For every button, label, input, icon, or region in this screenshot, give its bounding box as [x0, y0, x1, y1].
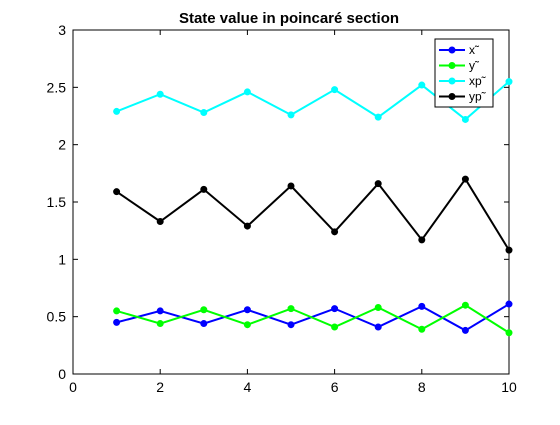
data-point-y: [113, 307, 121, 315]
data-point-yp: [418, 236, 426, 244]
legend-label-yp: yp˜: [469, 90, 487, 104]
data-point-x: [113, 318, 121, 326]
data-point-xp: [113, 107, 121, 115]
data-point-xp: [331, 86, 339, 94]
data-point-y: [200, 306, 208, 314]
legend-label-xp: xp˜: [469, 74, 487, 88]
x-tick-label: 0: [69, 379, 77, 395]
legend-marker-y: [448, 62, 456, 69]
data-point-xp: [243, 88, 251, 96]
legend: x˜ y˜xp˜ yp˜: [434, 38, 494, 108]
data-point-x: [374, 323, 382, 331]
data-point-xp: [461, 115, 469, 123]
data-point-yp: [200, 185, 208, 193]
y-tick-label: 2.5: [47, 79, 67, 95]
x-tick-label: 8: [418, 379, 426, 395]
data-point-x: [287, 321, 295, 329]
y-tick-label: 1: [58, 251, 66, 267]
series-yp: [113, 175, 513, 254]
x-tick-label: 6: [331, 379, 339, 395]
data-point-y: [374, 303, 382, 311]
y-tick-label: 1.5: [47, 194, 67, 210]
legend-label-y: y˜: [469, 59, 480, 73]
data-point-yp: [113, 188, 121, 196]
series-line-yp: [116, 177, 510, 251]
data-point-x: [156, 307, 164, 315]
data-point-y: [287, 305, 295, 313]
data-point-x: [505, 300, 513, 308]
data-point-xp: [418, 81, 426, 89]
y-tick-label: 0.5: [47, 309, 67, 325]
legend-label-x: x˜: [469, 43, 480, 57]
data-point-x: [461, 326, 469, 334]
data-point-yp: [505, 246, 513, 254]
x-tick-label: 2: [156, 379, 164, 395]
data-point-yp: [461, 175, 469, 183]
data-point-yp: [243, 222, 251, 230]
data-point-y: [156, 320, 164, 328]
data-point-xp: [200, 109, 208, 117]
data-point-x: [200, 320, 208, 328]
data-point-yp: [156, 217, 164, 225]
y-tick-label: 2: [58, 137, 66, 153]
data-point-y: [243, 321, 251, 329]
x-tick-label: 10: [501, 379, 517, 395]
data-point-x: [243, 306, 251, 314]
series-layer: [113, 78, 513, 337]
data-point-y: [461, 301, 469, 309]
x-tick-label: 4: [244, 379, 252, 395]
data-point-yp: [331, 228, 339, 236]
legend-marker-yp: [448, 93, 456, 100]
series-line-y: [116, 304, 510, 334]
series-y: [113, 301, 513, 337]
data-point-xp: [505, 78, 513, 86]
data-point-yp: [287, 182, 295, 190]
data-point-x: [331, 305, 339, 313]
legend-marker-x: [448, 46, 456, 54]
data-point-yp: [374, 180, 382, 188]
axes: 0 2 4 6 8 10 0 0.5 1 1.5 2 2.5 3: [47, 22, 517, 395]
data-point-y: [331, 323, 339, 331]
data-point-xp: [156, 90, 164, 98]
data-point-x: [418, 302, 426, 310]
y-tick-label: 3: [58, 22, 66, 38]
data-point-y: [505, 329, 513, 337]
data-point-xp: [287, 111, 295, 119]
legend-marker-xp: [448, 77, 456, 85]
y-tick-label: 0: [58, 366, 66, 382]
chart-title: State value in poincaré section: [179, 10, 399, 27]
data-point-y: [418, 325, 426, 333]
data-point-xp: [374, 113, 382, 121]
